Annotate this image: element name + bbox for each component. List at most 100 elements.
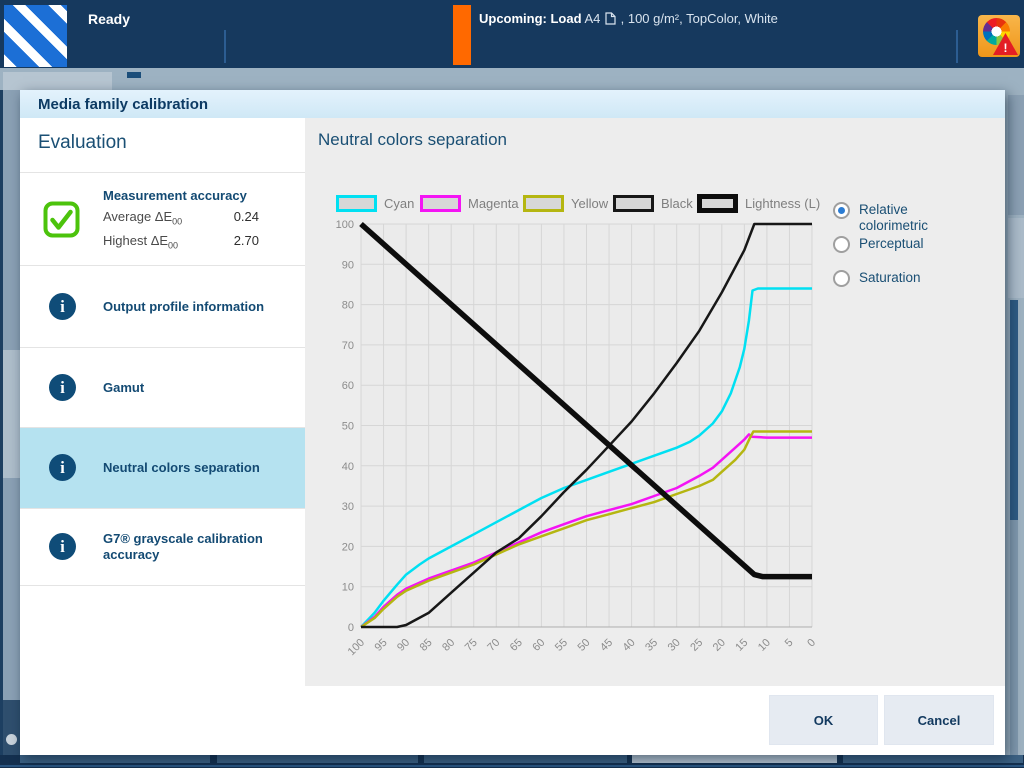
sidebar-item-g7-grayscale-calibration-accuracy[interactable]: i G7® grayscale calibration accuracy	[20, 508, 305, 586]
color-calibration-alert-button[interactable]: !	[978, 15, 1020, 57]
info-icon: i	[49, 533, 76, 560]
dimmed-bottom-tab	[20, 755, 210, 763]
svg-text:0: 0	[805, 637, 818, 650]
legend-item-yellow: Yellow	[523, 193, 608, 213]
info-icon: i	[49, 292, 76, 320]
svg-text:80: 80	[440, 637, 457, 654]
svg-text:100: 100	[346, 637, 367, 658]
sheet-icon	[605, 12, 616, 25]
svg-text:40: 40	[342, 461, 354, 473]
legend-swatch	[420, 194, 461, 212]
upcoming-indicator-bar	[453, 5, 471, 65]
legend-item-lightness: Lightness (L)	[697, 193, 820, 213]
radio-label: Saturation	[859, 270, 921, 285]
topbar-divider	[224, 30, 226, 63]
legend-item-magenta: Magenta	[420, 193, 519, 213]
radio-perceptual[interactable]: Perceptual	[833, 236, 955, 253]
svg-text:5: 5	[783, 637, 796, 650]
radio-button[interactable]	[833, 270, 850, 287]
svg-text:70: 70	[342, 340, 354, 352]
evaluation-sidebar: Evaluation Measurement accuracy Average …	[20, 118, 305, 686]
svg-text:80: 80	[342, 300, 354, 312]
dimmed-tab-strip	[0, 68, 1024, 90]
radio-label: Relative colorimetric	[859, 202, 929, 233]
sidebar-item-gamut[interactable]: i Gamut	[20, 347, 305, 427]
media-family-calibration-dialog: Media family calibration Evaluation Meas…	[20, 90, 1005, 755]
svg-text:10: 10	[342, 582, 354, 594]
svg-text:100: 100	[336, 219, 354, 231]
radio-button[interactable]	[833, 202, 850, 219]
svg-text:90: 90	[342, 259, 354, 271]
sidebar-item-output-profile-information[interactable]: i Output profile information	[20, 265, 305, 347]
item-title: G7® grayscale calibration accuracy	[103, 531, 263, 562]
item-title: Gamut	[103, 379, 145, 395]
svg-text:35: 35	[643, 637, 660, 654]
dimmed-icon	[6, 734, 17, 745]
printer-status-text: Ready	[88, 11, 131, 27]
svg-text:0: 0	[348, 622, 354, 634]
svg-text:50: 50	[342, 421, 354, 433]
cancel-button[interactable]: Cancel	[884, 695, 994, 745]
scrollbar-track	[1010, 300, 1018, 755]
svg-text:50: 50	[575, 637, 592, 654]
top-status-bar: Ready Upcoming: Load A4 , 100 g/m², TopC…	[0, 0, 1024, 68]
svg-text:95: 95	[373, 637, 390, 654]
info-icon: i	[49, 373, 76, 401]
dimmed-right-panel	[1005, 90, 1024, 755]
media-size: A4	[584, 11, 601, 26]
legend-swatch	[697, 193, 738, 213]
media-details: , 100 g/m², TopColor, White	[620, 11, 778, 26]
measurement-row: Highest ΔE00 2.70	[103, 233, 259, 251]
upcoming-job-text: Upcoming: Load A4 , 100 g/m², TopColor, …	[479, 11, 778, 26]
row-value: 2.70	[233, 233, 259, 248]
svg-text:30: 30	[342, 501, 354, 513]
dimmed-underlay-mark	[127, 72, 141, 78]
info-icon: i	[49, 454, 76, 481]
svg-text:55: 55	[553, 637, 570, 654]
upcoming-label: Upcoming: Load	[479, 11, 582, 26]
dimmed-bottom-tab	[217, 755, 418, 763]
sidebar-item-neutral-colors-separation[interactable]: i Neutral colors separation	[20, 427, 305, 508]
dimmed-bottom-tab-active	[632, 755, 837, 763]
sidebar-item-measurement-accuracy[interactable]: Measurement accuracy Average ΔE00 0.24 H…	[20, 172, 305, 265]
legend-label: Magenta	[468, 195, 519, 211]
dimmed-bottom-tabs	[0, 755, 1024, 768]
svg-text:20: 20	[711, 637, 728, 654]
svg-text:15: 15	[733, 637, 750, 654]
svg-text:75: 75	[463, 637, 480, 654]
dialog-footer: OK Cancel	[20, 686, 1005, 755]
radio-label: Perceptual	[859, 236, 924, 251]
dimmed-bottom-tab	[843, 755, 1023, 763]
legend-label: Cyan	[384, 195, 415, 211]
svg-text:60: 60	[530, 637, 547, 654]
legend-swatch	[613, 194, 654, 212]
legend-label: Lightness (L)	[745, 195, 821, 211]
svg-text:10: 10	[756, 637, 773, 654]
svg-text:25: 25	[688, 637, 705, 654]
radio-saturation[interactable]: Saturation	[833, 270, 955, 287]
ok-button[interactable]: OK	[769, 695, 878, 745]
dialog-header: Media family calibration	[20, 90, 1005, 118]
dialog-title: Media family calibration	[38, 96, 209, 113]
svg-text:90: 90	[395, 637, 412, 654]
item-title: Output profile information	[103, 298, 265, 314]
scrollbar-thumb	[1010, 300, 1018, 520]
dimmed-left-panel	[0, 90, 20, 755]
row-label: Average ΔE00	[103, 209, 183, 227]
legend-label: Black	[661, 195, 693, 211]
dimmed-tab	[3, 72, 112, 90]
radio-button[interactable]	[833, 236, 850, 253]
item-title: Measurement accuracy	[103, 188, 247, 203]
neutral-colors-separation-panel: Neutral colors separation Cyan Magenta Y…	[305, 118, 1005, 686]
topbar-divider	[956, 30, 958, 63]
svg-text:85: 85	[418, 637, 435, 654]
legend-swatch	[336, 194, 377, 212]
svg-text:30: 30	[666, 637, 683, 654]
printer-status-stripe-icon	[4, 5, 67, 67]
check-icon	[43, 201, 80, 238]
svg-text:70: 70	[485, 637, 502, 654]
panel-title: Neutral colors separation	[318, 130, 507, 149]
radio-relative-colorimetric[interactable]: Relative colorimetric	[833, 202, 955, 234]
